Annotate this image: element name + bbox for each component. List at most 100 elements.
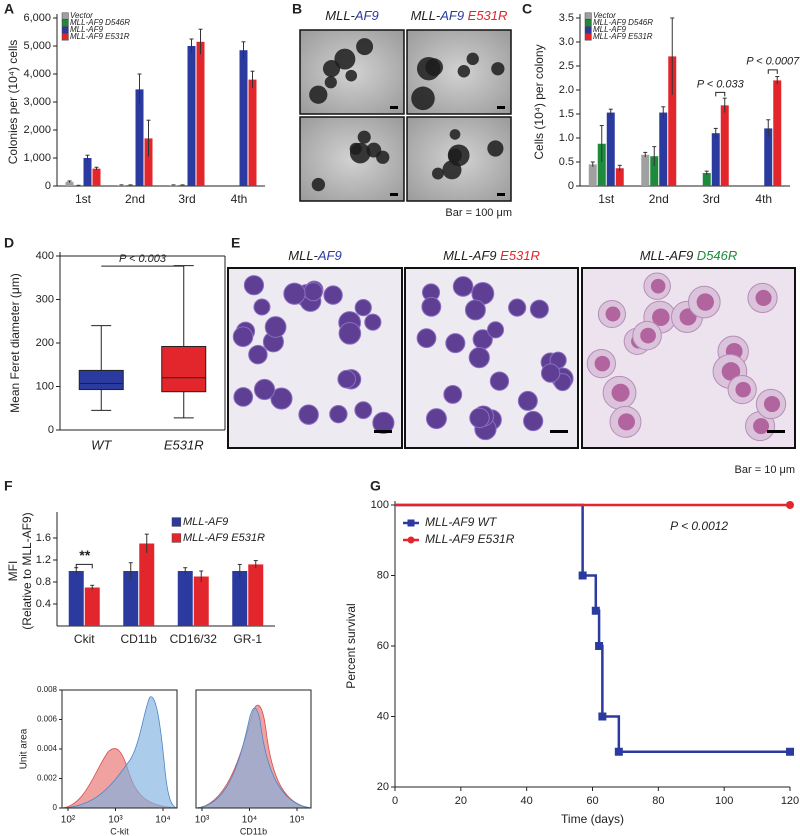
cell: [253, 378, 276, 401]
y-tick-label: 2.0: [559, 84, 574, 96]
bar: [588, 164, 597, 186]
annotation: P < 0.0012: [670, 519, 728, 533]
label-part: AF9: [439, 8, 464, 23]
legend-swatch: [584, 19, 592, 27]
cell: [540, 363, 561, 383]
cell: [283, 282, 306, 305]
y-tick-label: 20: [377, 781, 389, 793]
cell: [464, 299, 486, 321]
panel-label: B: [292, 1, 302, 17]
histogram-blue: [195, 707, 312, 809]
x-axis-label: Time (days): [561, 812, 624, 826]
cell: [338, 322, 362, 345]
nucleus: [753, 418, 770, 435]
bar: [659, 112, 668, 186]
colony: [311, 177, 326, 192]
x-tick-label: 100: [715, 795, 733, 807]
micrograph-label: MLL-AF9 D546R: [640, 248, 738, 263]
marker: [786, 501, 794, 509]
y-tick-label: 100: [36, 380, 54, 392]
colony: [345, 69, 358, 82]
x-tick-label: CD11b: [121, 632, 158, 646]
y-tick-label: 0: [53, 803, 58, 812]
legend-swatch: [61, 33, 69, 41]
scale-bar: [550, 430, 568, 433]
legend-label: MLL-AF9 D546R: [593, 18, 653, 27]
bar: [193, 576, 209, 626]
cell: [329, 404, 348, 424]
y-tick-label: 1.5: [559, 108, 574, 120]
y-tick-label: 2.5: [559, 60, 574, 72]
y-axis-label: MFI: [6, 561, 20, 582]
panel-label: A: [4, 1, 14, 17]
legend-label: MLL-AF9 E531R: [425, 532, 515, 546]
colony: [449, 129, 461, 140]
bar: [764, 128, 773, 186]
scale-bar: [767, 430, 785, 433]
cell: [354, 299, 372, 317]
bar: [720, 105, 729, 186]
marker: [578, 571, 587, 580]
survival-line: [395, 503, 790, 753]
scale-bar: [390, 193, 398, 196]
nucleus: [652, 308, 670, 326]
panel-label: D: [4, 235, 14, 251]
x-tick-label: E531R: [164, 437, 204, 452]
cell: [298, 404, 319, 425]
y-tick-label: 400: [36, 250, 54, 262]
micrograph-label: MLL-AF9 E531R: [411, 8, 508, 23]
y-tick-label: 0.008: [37, 685, 58, 694]
cell: [248, 344, 268, 365]
x-tick-label: Ckit: [74, 632, 95, 646]
x-tick-label: GR-1: [233, 632, 262, 646]
bar: [702, 173, 711, 186]
legend-swatch: [584, 12, 592, 20]
panel-label: F: [4, 478, 13, 494]
cell: [468, 347, 490, 369]
colony: [324, 76, 337, 89]
label-part: AF9: [317, 248, 342, 263]
colony: [411, 86, 435, 111]
y-axis-label: Mean Feret diameter (μm): [8, 273, 22, 413]
legend-label: MLL-AF9 E531R: [183, 532, 265, 544]
legend-label: Vector: [70, 11, 93, 20]
x-tick-label: CD16/32: [170, 632, 218, 646]
y-tick-label: 0.002: [37, 774, 58, 783]
y-axis-label: (Relative to MLL-AF9): [20, 512, 34, 629]
bracket: [715, 91, 726, 97]
bar: [83, 158, 92, 186]
marker: [595, 642, 604, 650]
legend-swatch: [584, 26, 592, 34]
box: [78, 369, 124, 391]
colony: [466, 52, 479, 66]
x-tick-label: 10³: [108, 815, 123, 826]
bar: [711, 133, 720, 186]
y-tick-label: 1.6: [36, 532, 51, 544]
legend-marker: [407, 519, 415, 527]
colony: [432, 167, 444, 180]
y-tick-label: 0.004: [37, 744, 58, 753]
annotation: P < 0.0007: [746, 56, 800, 68]
bar: [177, 571, 193, 626]
x-tick-label: WT: [91, 437, 112, 452]
bar: [641, 154, 650, 186]
bar: [92, 168, 101, 186]
bar: [117, 185, 126, 186]
bar: [68, 571, 84, 626]
legend-swatch: [61, 19, 69, 27]
y-tick-label: 0.5: [559, 156, 574, 168]
y-tick-label: 0.006: [37, 715, 58, 724]
bar: [606, 112, 615, 186]
cell: [354, 401, 373, 420]
bar: [248, 79, 257, 186]
x-tick-label: 2nd: [649, 192, 669, 206]
bar: [123, 571, 139, 626]
colony: [491, 62, 505, 76]
y-axis-label: Colonies per (10⁴) cells: [6, 40, 20, 165]
colony: [376, 150, 390, 164]
cell: [270, 387, 293, 410]
cell: [364, 313, 382, 331]
marker: [591, 606, 600, 615]
cell: [243, 275, 265, 296]
